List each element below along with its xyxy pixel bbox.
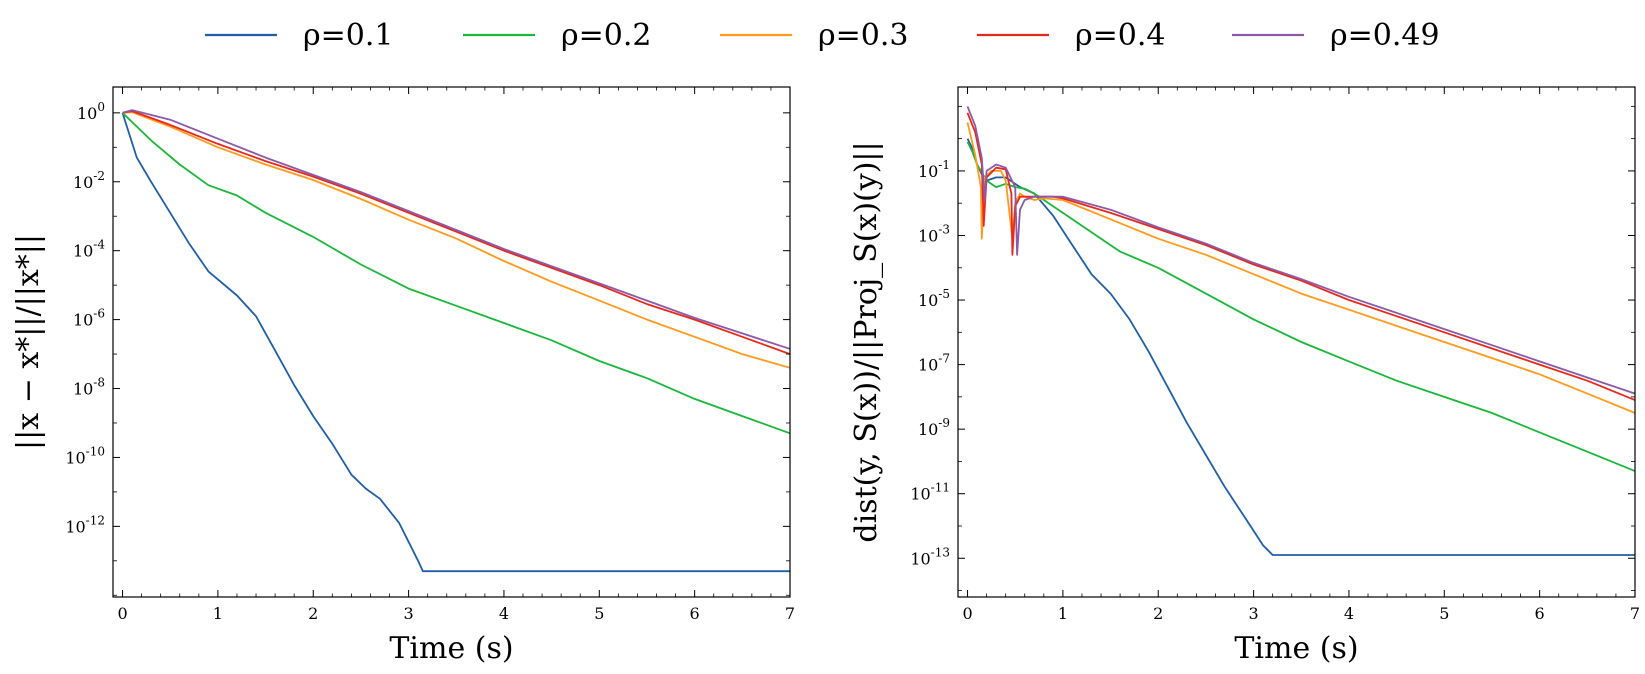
y-tick-label: 10-7 xyxy=(918,352,950,375)
y-axis-label: ||x − x*||/||x*|| xyxy=(11,234,46,450)
x-tick-label: 7 xyxy=(785,604,795,623)
x-tick-label: 5 xyxy=(594,604,604,623)
series-line-049 xyxy=(122,109,790,350)
x-tick-label: 5 xyxy=(1439,604,1449,623)
series-line-049 xyxy=(966,106,1635,395)
series-line-01 xyxy=(121,112,790,573)
series-line-04 xyxy=(966,112,1635,401)
left-panel: 0 1 2 3 4 5 6 7 100 10-2 10-4 10-6 10-8 10-10 10-12 Tim… xyxy=(11,86,795,666)
plot-frame xyxy=(112,86,791,598)
legend-label: ρ=0.1 xyxy=(303,18,393,53)
legend: ρ=0.1 ρ=0.2 ρ=0.3 ρ=0.4 ρ=0.49 xyxy=(205,18,1440,53)
series-line-03 xyxy=(122,111,790,369)
x-tick-label: 2 xyxy=(308,604,318,623)
x-axis-label: Time (s) xyxy=(389,631,513,666)
x-tick-label: 2 xyxy=(1153,604,1163,623)
y-tick-label: 10-13 xyxy=(910,545,950,568)
y-tick-label: 10-9 xyxy=(918,416,950,439)
x-tick-label: 3 xyxy=(1248,604,1258,623)
x-tick-label: 1 xyxy=(1058,604,1068,623)
x-tick-label: 0 xyxy=(117,604,127,623)
x-tick-label: 4 xyxy=(499,604,509,623)
y-tick-label: 10-10 xyxy=(65,444,105,467)
x-tick-label: 1 xyxy=(213,604,223,623)
legend-label: ρ=0.4 xyxy=(1075,18,1165,53)
series-line-04 xyxy=(122,110,790,355)
plot-frame xyxy=(957,86,1636,598)
x-tick-label: 7 xyxy=(1630,604,1640,623)
series-line-03 xyxy=(966,122,1635,414)
right-panel: 0 1 2 3 4 5 6 7 10-1 10-3 10-5 10-7 10-9 10-11 10-13 Ti… xyxy=(849,86,1640,666)
y-tick-label: 10-1 xyxy=(918,158,950,181)
y-tick-label: 100 xyxy=(77,100,105,123)
series-line-02 xyxy=(966,141,1635,472)
x-tick-label: 0 xyxy=(962,604,972,623)
series-line-02 xyxy=(121,112,790,435)
y-axis-label: dist(y, S(x))/||Proj_S(x)(y)|| xyxy=(849,141,884,542)
series-group xyxy=(121,109,790,573)
y-tick-label: 10-12 xyxy=(65,513,105,536)
series-group xyxy=(966,106,1635,556)
y-tick-label: 10-3 xyxy=(918,222,950,245)
legend-label: ρ=0.2 xyxy=(561,18,651,53)
legend-label: ρ=0.49 xyxy=(1330,18,1440,53)
y-tick-label: 10-11 xyxy=(910,481,950,504)
x-tick-label: 6 xyxy=(690,604,700,623)
y-tick-label: 10-8 xyxy=(73,376,105,399)
x-tick-label: 3 xyxy=(403,604,413,623)
y-tick-label: 10-4 xyxy=(73,238,105,261)
y-tick-label: 10-2 xyxy=(73,169,105,192)
x-tick-label: 4 xyxy=(1344,604,1354,623)
x-axis-label: Time (s) xyxy=(1234,631,1358,666)
x-tick-label: 6 xyxy=(1535,604,1545,623)
y-tick-label: 10-5 xyxy=(918,287,950,310)
legend-label: ρ=0.3 xyxy=(818,18,908,53)
y-tick-label: 10-6 xyxy=(73,307,105,330)
